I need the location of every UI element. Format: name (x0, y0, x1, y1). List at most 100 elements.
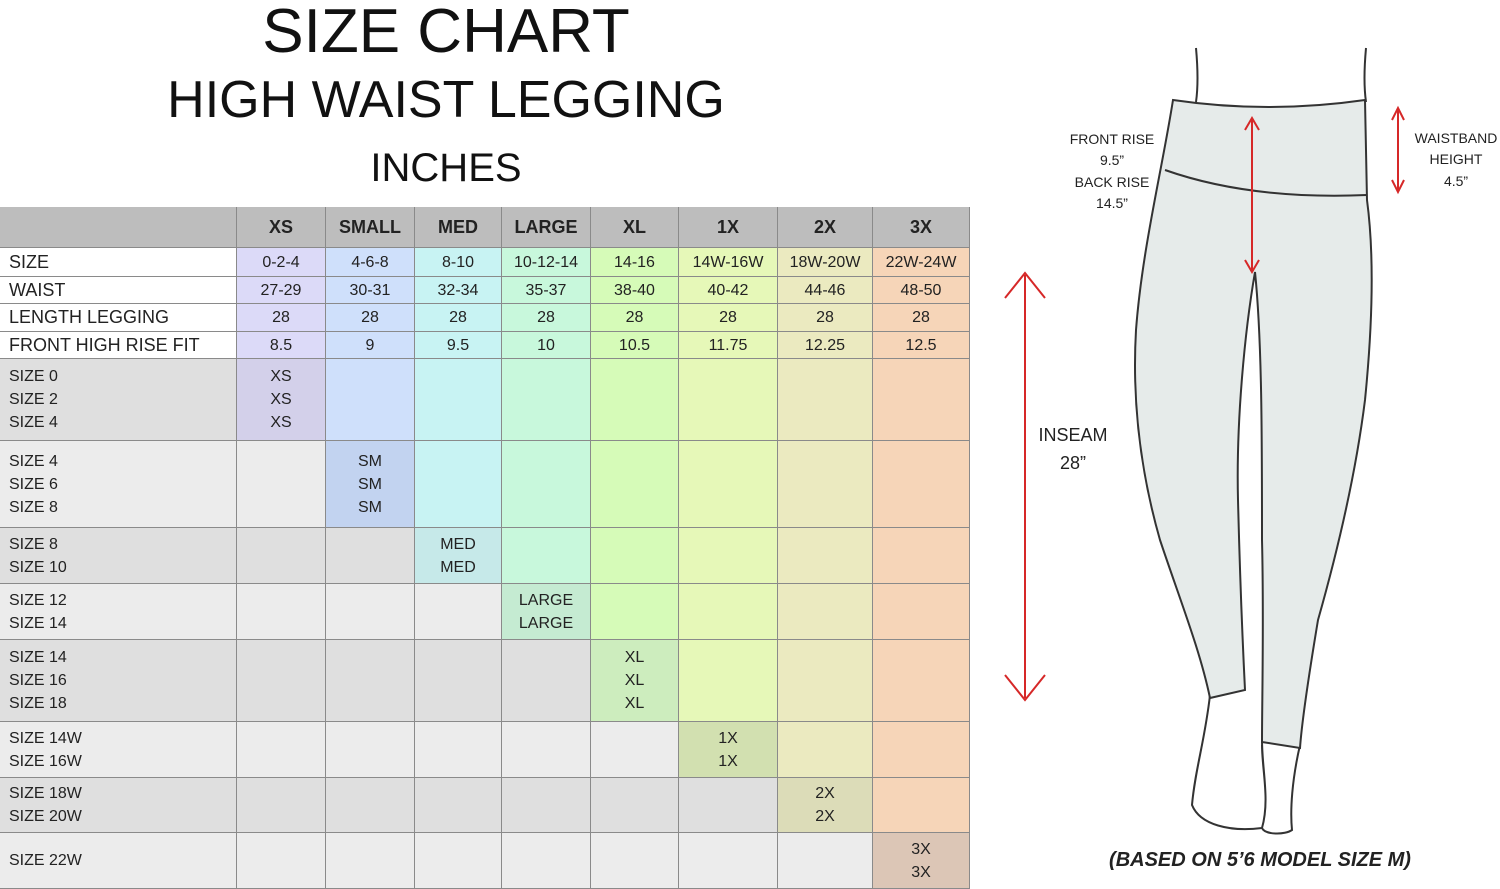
measurement-value: 4-6-8 (351, 253, 389, 271)
header-cell (0, 207, 237, 248)
column-label: XS (268, 216, 293, 237)
measurement-value: 22W-24W (885, 253, 957, 271)
waistband-value: 4.5” (1443, 173, 1469, 189)
measurement-value: 30-31 (349, 281, 391, 299)
measurement-value: 10-12-14 (513, 253, 579, 271)
measurement-value: 48-50 (900, 281, 942, 299)
fit-cell (873, 584, 970, 640)
inseam-label: INSEAM (1038, 425, 1108, 445)
fit-label-cell: SIZE 0 SIZE 2 SIZE 4 (0, 359, 237, 441)
fit-cell (591, 722, 679, 778)
waistband-label: WAISTBAND (1414, 130, 1498, 146)
fit-cell (591, 584, 679, 640)
measurement-value: 32-34 (437, 281, 479, 299)
measurement-value: 44-46 (804, 281, 846, 299)
measurement-cell: 28 (237, 304, 326, 332)
measurement-cell: 28 (778, 304, 873, 332)
subtitle: HIGH WAIST LEGGING (167, 71, 725, 129)
fit-cell (873, 722, 970, 778)
measurement-cell: 9.5 (415, 332, 502, 359)
row-label: LENGTH LEGGING (9, 307, 170, 327)
measurement-value: 28 (912, 309, 930, 326)
unit: INCHES (370, 146, 522, 190)
back-rise-value: 14.5” (1096, 195, 1128, 211)
measurement-value: 18W-20W (789, 253, 861, 271)
fit-label: SIZE 18 (9, 695, 67, 712)
column-label: 3X (909, 216, 933, 237)
fit-cell (873, 528, 970, 584)
fit-cell (237, 833, 326, 889)
fit-size: XL (624, 672, 645, 689)
fit-cell (237, 584, 326, 640)
fit-label: SIZE 16 (9, 672, 67, 689)
fit-cell (415, 778, 502, 833)
fit-label: SIZE 4 (9, 414, 58, 431)
row-label-cell: SIZE (0, 248, 237, 277)
feet (1190, 694, 1301, 835)
measurement-value: 28 (272, 309, 290, 326)
fit-cell (415, 640, 502, 722)
fit-size: 3X (911, 863, 931, 881)
fit-label: SIZE 8 (9, 535, 58, 553)
waistband-seam (1164, 169, 1368, 197)
fit-label: SIZE 20W (9, 808, 82, 825)
fit-size: MED (440, 535, 476, 553)
fit-size: 2X (815, 785, 835, 802)
column-label: MED (438, 216, 478, 237)
measurement-value: 14-16 (614, 253, 655, 271)
fit-cell (591, 359, 679, 441)
back-rise-label: BACK RISE (1074, 174, 1150, 190)
measurement-cell: 10.5 (591, 332, 679, 359)
fit-label: SIZE 12 (9, 591, 67, 609)
measurement-value: 12.5 (905, 336, 937, 354)
measurement-value: 35-37 (525, 281, 567, 299)
fit-cell (237, 640, 326, 722)
fit-cell (237, 778, 326, 833)
fit-cell (679, 833, 778, 889)
fit-size: XS (270, 414, 292, 431)
fit-label: SIZE 18W (9, 785, 82, 802)
measurement-value: 38-40 (614, 281, 655, 299)
fit-cell (415, 441, 502, 528)
fit-size: 1X (718, 752, 738, 770)
measurement-value: 9 (365, 336, 375, 354)
fit-cell (591, 833, 679, 889)
column-header: 2X (778, 207, 873, 248)
measurement-cell: 4-6-8 (326, 248, 415, 277)
column-header: LARGE (502, 207, 591, 248)
fit-label: SIZE 14W (9, 729, 82, 747)
measurement-cell: 28 (326, 304, 415, 332)
fit-label: SIZE 4 (9, 452, 58, 470)
measurement-value: 28 (449, 309, 467, 326)
fit-cell (237, 722, 326, 778)
fit-cell: 1X 1X (679, 722, 778, 778)
fit-size: MED (440, 558, 476, 576)
measurement-cell: 8-10 (415, 248, 502, 277)
inseam-value: 28” (1059, 453, 1086, 473)
fit-cell (778, 528, 873, 584)
measurement-cell: 35-37 (502, 277, 591, 304)
measurement-cell: 28 (679, 304, 778, 332)
row-label-cell: WAIST (0, 277, 237, 304)
fit-cell (415, 722, 502, 778)
measurement-value: 28 (719, 309, 737, 326)
fit-cell: 2X 2X (778, 778, 873, 833)
fit-cell (502, 640, 591, 722)
measurement-cell: 27-29 (237, 277, 326, 304)
fit-label-cell: SIZE 4 SIZE 6 SIZE 8 (0, 441, 237, 528)
fit-label: SIZE 10 (9, 558, 67, 576)
fit-cell (778, 833, 873, 889)
fit-cell (415, 833, 502, 889)
measurement-value: 8.5 (269, 336, 293, 354)
row-label-cell: FRONT HIGH RISE FIT (0, 332, 237, 359)
rise-arrow (1244, 116, 1260, 274)
measurement-cell: 12.25 (778, 332, 873, 359)
fit-size: 1X (718, 729, 738, 747)
fit-label-cell: SIZE 14W SIZE 16W (0, 722, 237, 778)
fit-label-cell: SIZE 14 SIZE 16 SIZE 18 (0, 640, 237, 722)
fit-cell: MED MED (415, 528, 502, 584)
fit-cell (415, 359, 502, 441)
inseam-arrow (1004, 271, 1046, 702)
fit-cell: XL XL XL (591, 640, 679, 722)
column-header: SMALL (326, 207, 415, 248)
